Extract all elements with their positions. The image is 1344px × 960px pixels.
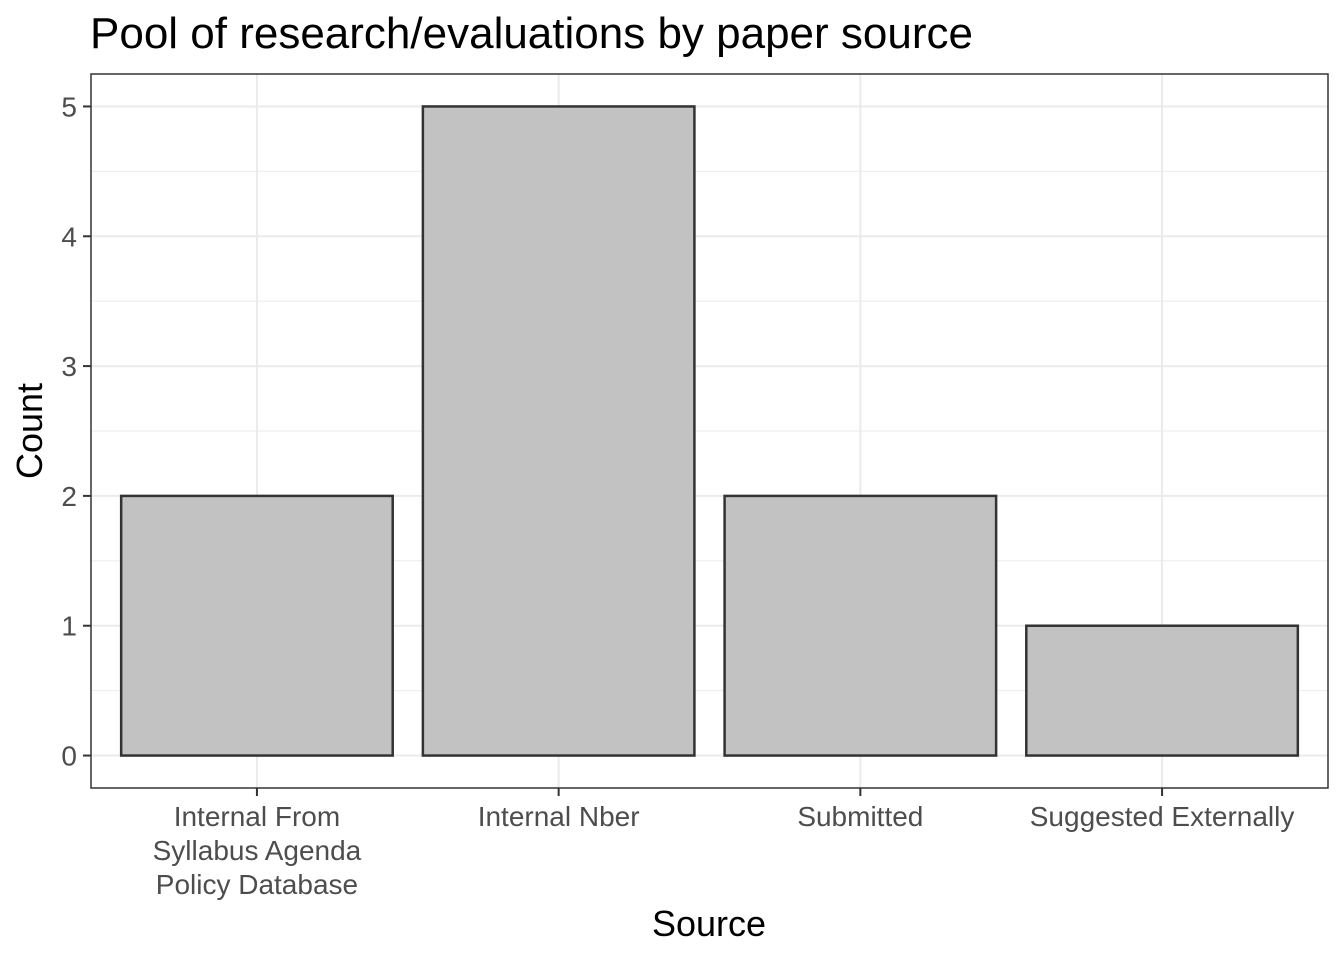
y-tick-label: 3	[61, 351, 77, 382]
y-tick-label: 4	[61, 221, 77, 252]
bar	[723, 494, 998, 757]
bar	[1025, 624, 1300, 757]
x-tick-label: Submitted	[797, 801, 923, 832]
y-axis: 0 1 2 3 4 5	[61, 91, 91, 772]
y-axis-title: Count	[9, 383, 50, 479]
bars	[119, 105, 1300, 757]
bar	[119, 494, 394, 757]
x-tick-label: Suggested Externally	[1030, 801, 1295, 832]
x-axis-title: Source	[652, 903, 766, 944]
y-tick-label: 0	[61, 741, 77, 772]
y-tick-label: 1	[61, 611, 77, 642]
x-tick-label: Internal Nber	[478, 801, 640, 832]
panel-border	[90, 73, 1329, 789]
bar	[421, 105, 696, 757]
y-tick-label: 5	[61, 91, 77, 122]
x-tick-label: Internal From Syllabus Agenda Policy Datab…	[153, 801, 362, 900]
chart-title: Pool of research/evaluations by paper so…	[90, 9, 973, 58]
y-tick-label: 2	[61, 481, 77, 512]
x-axis: Internal From Syllabus Agenda Policy Datab…	[153, 788, 1295, 900]
